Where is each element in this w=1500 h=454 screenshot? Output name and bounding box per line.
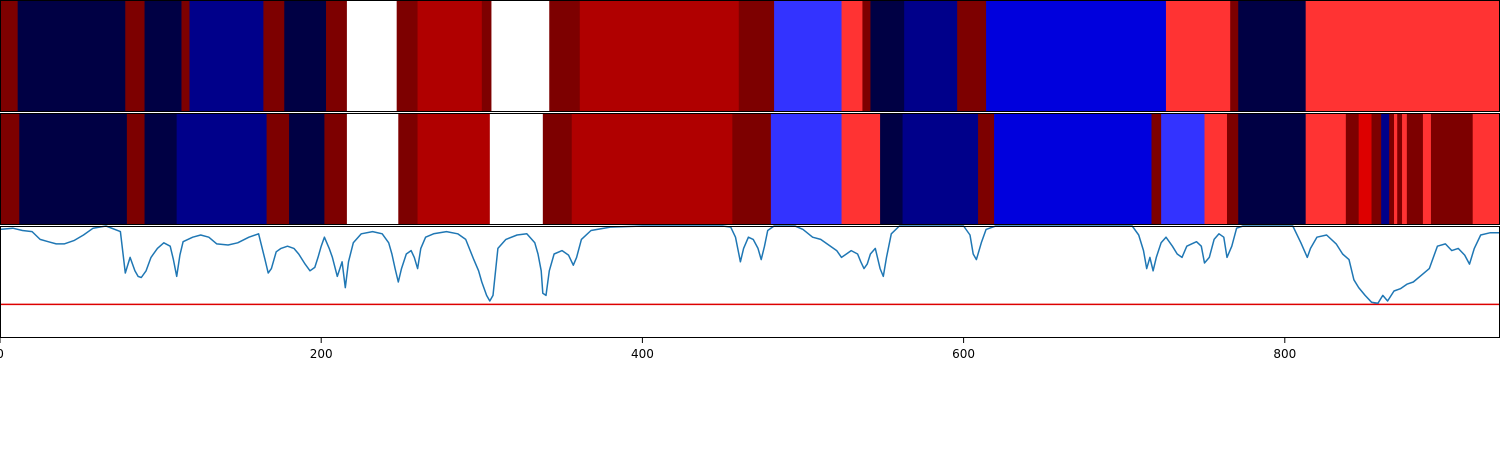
heatmap-cell-r2-15: [770, 113, 843, 225]
heatmap-cell-r2-25: [1238, 113, 1307, 225]
heatmap-cell-r2-31: [1389, 113, 1395, 225]
x-axis: 0 200 400 600 800: [0, 338, 1296, 361]
heatmap-cell-r1-5: [189, 0, 264, 112]
heatmap-cell-r2-16: [841, 113, 881, 225]
x-tick-label-400: 400: [631, 347, 654, 361]
panel-frame-3: [0, 226, 1500, 338]
heatmap-cell-r1-13: [491, 0, 550, 112]
heatmap-cell-r2-10: [417, 113, 491, 225]
heatmap-cell-r2-2: [126, 113, 146, 225]
heatmap-cell-r1-10: [396, 0, 419, 112]
heatmap-cell-r2-3: [144, 113, 178, 225]
line-panel: [0, 225, 1500, 306]
heatmap-cell-r1-24: [1165, 0, 1231, 112]
heatmap-cell-r1-14: [549, 0, 581, 112]
heatmap-cell-r2-8: [346, 113, 399, 225]
heatmap-cell-r2-6: [289, 113, 326, 225]
heatmap-cell-r2-26: [1305, 113, 1347, 225]
x-tick-label-0: 0: [0, 347, 4, 361]
series-line: [0, 225, 1500, 305]
heatmap-cell-r1-2: [125, 0, 146, 112]
heatmap-cell-r1-3: [144, 0, 183, 112]
heatmap-cell-r2-14: [732, 113, 772, 225]
heatmap-cell-r1-6: [263, 0, 285, 112]
heatmap-cell-r1-23: [986, 0, 1167, 112]
x-tick-label-600: 600: [952, 347, 975, 361]
heatmap-cell-r1-11: [417, 0, 483, 112]
heatmap-cell-r1-16: [738, 0, 775, 112]
heatmap-cell-r2-36: [1422, 113, 1432, 225]
heatmap-cell-r2-5: [266, 113, 290, 225]
heatmap-cell-r2-27: [1345, 113, 1360, 225]
heatmap-cell-r2-7: [324, 113, 348, 225]
heatmap-cell-r2-32: [1394, 113, 1398, 225]
heatmap-cell-r1-21: [904, 0, 958, 112]
heatmap-cell-r1-0: [0, 0, 19, 112]
heatmap-cell-r2-9: [398, 113, 419, 225]
heatmap-row-2: [0, 113, 1500, 225]
heatmap-cell-r2-11: [489, 113, 544, 225]
heatmap-cell-r1-22: [957, 0, 987, 112]
heatmap-row-1: [0, 0, 1500, 112]
heatmap-cell-r2-18: [902, 113, 979, 225]
heatmap-cell-r1-15: [579, 0, 740, 112]
heatmap-cell-r2-24: [1226, 113, 1239, 225]
heatmap-cell-r2-23: [1204, 113, 1228, 225]
heatmap-cell-r1-17: [774, 0, 843, 112]
x-tick-label-200: 200: [310, 347, 333, 361]
heatmap-cell-r1-25: [1230, 0, 1239, 112]
heatmap-cell-r1-1: [17, 0, 126, 112]
heatmap-cell-r2-38: [1472, 113, 1500, 225]
heatmap-cell-r2-33: [1397, 113, 1403, 225]
heatmap-cell-r1-7: [284, 0, 327, 112]
heatmap-cell-r2-17: [880, 113, 904, 225]
heatmap-cell-r2-1: [19, 113, 128, 225]
heatmap-cell-r1-12: [481, 0, 493, 112]
heatmap-cell-r2-35: [1406, 113, 1424, 225]
heatmap-cell-r2-19: [978, 113, 995, 225]
heatmap-cell-r2-13: [571, 113, 733, 225]
heatmap-cell-r1-26: [1238, 0, 1307, 112]
heatmap-cell-r2-0: [0, 113, 20, 225]
heatmap-cell-r2-21: [1151, 113, 1162, 225]
heatmap-cell-r2-30: [1381, 113, 1390, 225]
heatmap-cell-r2-12: [542, 113, 573, 225]
heatmap-cell-r2-29: [1371, 113, 1382, 225]
heatmap-cell-r2-4: [176, 113, 268, 225]
heatmap-cell-r1-8: [326, 0, 348, 112]
heatmap-cell-r1-18: [841, 0, 864, 112]
heatmap-cell-r2-34: [1402, 113, 1408, 225]
heatmap-cell-r1-4: [181, 0, 191, 112]
x-tick-label-800: 800: [1273, 347, 1296, 361]
heatmap-cell-r1-20: [870, 0, 905, 112]
heatmap-cell-r2-37: [1430, 113, 1474, 225]
heatmap-cell-r1-27: [1305, 0, 1500, 112]
heatmap-cell-r2-22: [1161, 113, 1206, 225]
heatmap-cell-r1-19: [862, 0, 872, 112]
heatmap-cell-r1-9: [346, 0, 398, 112]
heatmap-cell-r2-20: [994, 113, 1153, 225]
heatmap-cell-r2-28: [1358, 113, 1373, 225]
